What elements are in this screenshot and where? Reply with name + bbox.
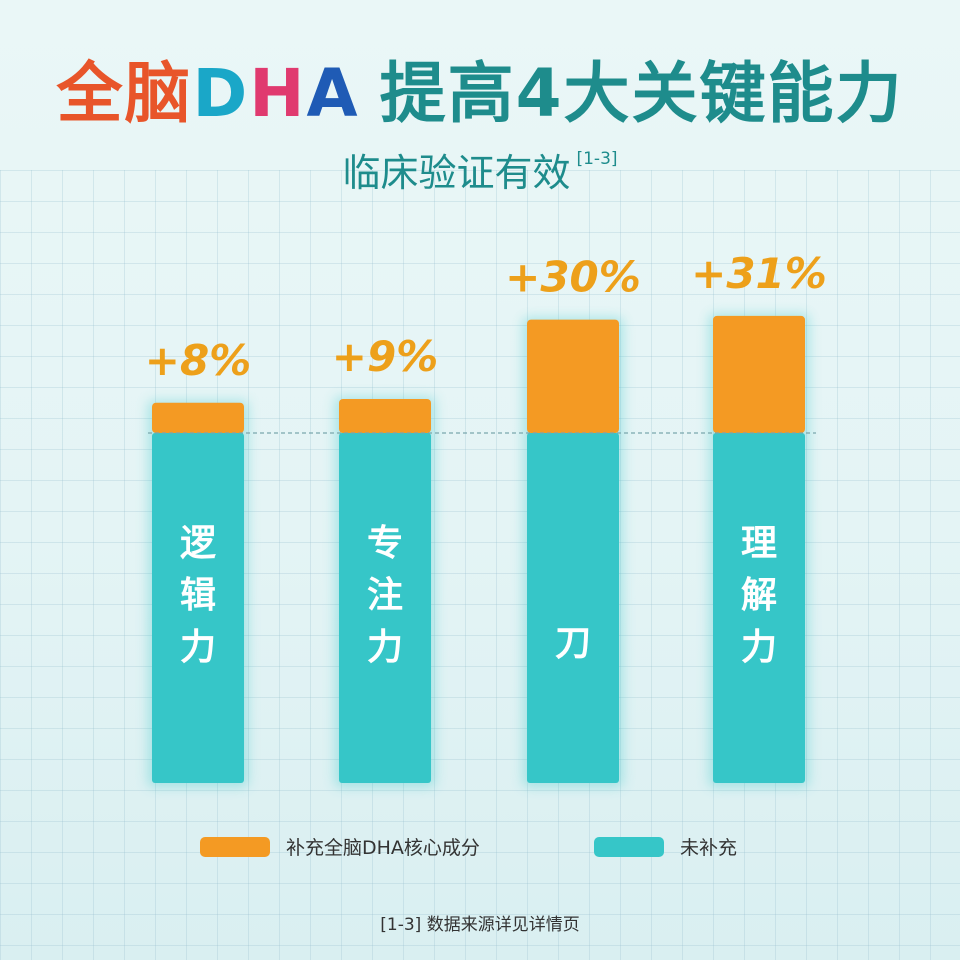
legend-swatch-orange <box>200 836 270 857</box>
legend-swatch-teal <box>594 836 664 857</box>
category-label-2-char-3: 力 <box>367 627 403 668</box>
category-label-1-char-2: 辑 <box>180 575 216 616</box>
title-part-a: A <box>306 55 360 132</box>
category-label-3-char-1: 刀 <box>555 623 591 664</box>
category-label-4-char-2: 解 <box>741 575 777 616</box>
footnote: [1-3] 数据来源详见详情页 <box>380 915 580 935</box>
category-label-1-char-3: 力 <box>180 627 216 668</box>
title-part-rest: 提高4大关键能力 <box>379 55 904 132</box>
category-label-1-char-1: 逻 <box>180 523 216 564</box>
bar-top-2 <box>339 398 431 433</box>
legend-item-not-supplemented: 未补充 <box>594 833 737 860</box>
chart-legend: 补充全脑DHA核心成分 未补充 <box>0 833 960 863</box>
data-label-1: +8% <box>145 336 252 385</box>
category-label-2-char-2: 注 <box>367 575 403 616</box>
data-label-4: +31% <box>691 249 827 298</box>
title-part-h: H <box>249 55 307 132</box>
bar-base-4 <box>713 433 805 783</box>
bar-top-4 <box>713 315 805 433</box>
page-title: 全脑DHA 提高4大关键能力 <box>0 40 960 136</box>
category-label-4-char-3: 力 <box>741 627 777 668</box>
bar-top-3 <box>527 319 619 433</box>
category-label-2-char-1: 专 <box>367 523 403 564</box>
title-part-quannao: 全脑 <box>56 55 193 132</box>
bar-base-3 <box>527 433 619 783</box>
legend-label-supplemented: 补充全脑DHA核心成分 <box>286 837 480 859</box>
title-part-d: D <box>192 55 250 132</box>
subtitle: 临床验证有效 [1-3] <box>0 142 960 197</box>
legend-label-not-supplemented: 未补充 <box>680 837 738 859</box>
category-label-4-char-1: 理 <box>741 523 777 564</box>
subtitle-text: 临床验证有效 <box>342 151 571 195</box>
data-label-2: +9% <box>332 332 439 381</box>
bar-base-2 <box>339 433 431 783</box>
legend-item-supplemented: 补充全脑DHA核心成分 <box>200 833 480 860</box>
bar-base-1 <box>152 433 244 783</box>
subtitle-reference: [1-3] <box>576 149 618 169</box>
bar-top-1 <box>152 402 244 433</box>
data-label-3: +30% <box>505 253 641 302</box>
